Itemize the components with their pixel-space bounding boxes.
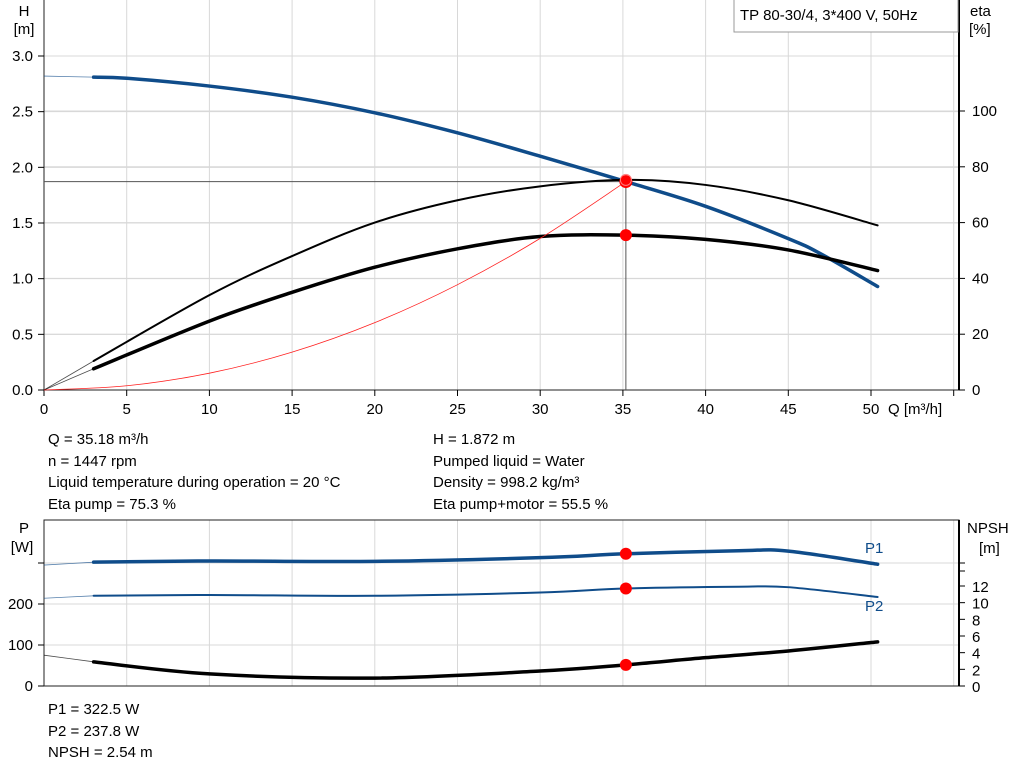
curve-eta_pump_motor-extrapolated (43, 368, 94, 391)
curve-H-extrapolated (43, 75, 94, 78)
curve-NPSH (91, 640, 880, 680)
curve-eta_pump-extrapolated (43, 360, 94, 391)
curve-P1 (91, 548, 880, 566)
y-tick-label: 0.5 (12, 326, 33, 343)
x-tick-label: 45 (780, 401, 797, 418)
curve-system_curve (43, 181, 627, 391)
info-eta-pump-motor: Eta pump+motor = 55.5 % (433, 495, 609, 513)
y-tick-label: 1.0 (12, 271, 33, 288)
info-density: Density = 998.2 kg/m³ (433, 474, 580, 491)
x-axis-label: Q [m³/h] (888, 401, 942, 418)
y-tick-label: 2.0 (12, 159, 33, 176)
npsh-tick-label: 8 (972, 612, 980, 629)
x-tick-label: 10 (201, 401, 218, 418)
info-liquid-temperature: Liquid temperature during operation = 20… (48, 474, 341, 491)
eta-tick-label: 20 (972, 326, 989, 343)
npsh-tick-label: 2 (972, 662, 980, 679)
x-tick-label: 20 (366, 401, 383, 418)
eta-tick-label: 40 (972, 270, 989, 287)
x-tick-label: 40 (697, 401, 714, 418)
p-axis-label: P (19, 520, 29, 537)
y-tick-label: 1.5 (12, 215, 33, 232)
info-p2: P2 = 237.8 W (48, 722, 140, 740)
x-tick-label: 0 (40, 401, 48, 418)
info-flow: Q = 35.18 m³/h (48, 431, 149, 448)
x-tick-label: 5 (123, 401, 131, 418)
x-tick-label: 15 (284, 401, 301, 418)
curve-eta_pump (92, 178, 879, 362)
curve-NPSH-extrapolated (43, 654, 94, 663)
npsh-axis-unit: [m] (979, 540, 1000, 557)
curve-P2-extrapolated (43, 595, 94, 599)
y-tick-label: 2.5 (12, 104, 33, 121)
npsh-axis-label: NPSH (967, 520, 1009, 537)
x-tick-label: 50 (863, 401, 880, 418)
x-tick-label: 35 (615, 401, 632, 418)
eta-tick-label: 60 (972, 215, 989, 232)
info-eta-pump: Eta pump = 75.3 % (48, 495, 176, 513)
operating-point-P2 (619, 582, 632, 595)
info-p1: P1 = 322.5 W (48, 701, 140, 718)
curve-P2 (92, 585, 879, 599)
info-speed: n = 1447 rpm (48, 452, 137, 470)
curve-P1-extrapolated (43, 561, 94, 566)
y-tick-label: 0.0 (12, 382, 33, 399)
y-axis-label-H: H (19, 3, 30, 20)
eta-tick-label: 80 (972, 159, 989, 176)
p-tick-label: 200 (8, 596, 33, 613)
info-bottom: P1 = 322.5 W P2 = 237.8 W NPSH = 2.54 m (48, 699, 153, 764)
info-left: Q = 35.18 m³/h n = 1447 rpm Liquid tempe… (48, 429, 340, 515)
y-axis-unit-H: [m] (14, 21, 35, 38)
eta-tick-label: 0 (972, 382, 980, 399)
title-box (733, 0, 959, 33)
curve-H (91, 75, 880, 289)
eta-axis-unit: [%] (969, 21, 991, 38)
x-tick-label: 25 (449, 401, 466, 418)
operating-point-eta-pump (619, 173, 632, 186)
chart-title: TP 80-30/4, 3*400 V, 50Hz (740, 7, 918, 24)
p-axis-unit: [W] (11, 539, 34, 556)
series-label-P1: P1 (865, 540, 883, 557)
eta-tick-label: 100 (972, 103, 997, 120)
info-head: H = 1.872 m (433, 431, 516, 448)
plot-frame-bottom (43, 519, 960, 687)
npsh-tick-label: 0 (972, 679, 980, 696)
operating-point-NPSH (619, 658, 632, 671)
p-tick-label: 0 (25, 678, 33, 695)
operating-point-eta-pump-motor (619, 229, 632, 242)
p-tick-label: 100 (8, 637, 33, 654)
x-tick-label: 30 (532, 401, 549, 418)
npsh-tick-label: 10 (972, 596, 989, 613)
eta-axis-label: eta (970, 3, 992, 20)
info-npsh: NPSH = 2.54 m (48, 744, 153, 761)
npsh-tick-label: 6 (972, 629, 980, 646)
curve-eta_pump_motor (91, 233, 880, 371)
operating-point-P1 (619, 547, 632, 560)
npsh-tick-label: 4 (972, 646, 980, 663)
npsh-tick-label: 12 (972, 579, 989, 596)
info-pumped-liquid: Pumped liquid = Water (433, 452, 585, 470)
series-label-P2: P2 (865, 598, 883, 615)
info-right: H = 1.872 m Pumped liquid = Water Densit… (433, 429, 608, 515)
y-tick-label: 3.0 (12, 48, 33, 65)
